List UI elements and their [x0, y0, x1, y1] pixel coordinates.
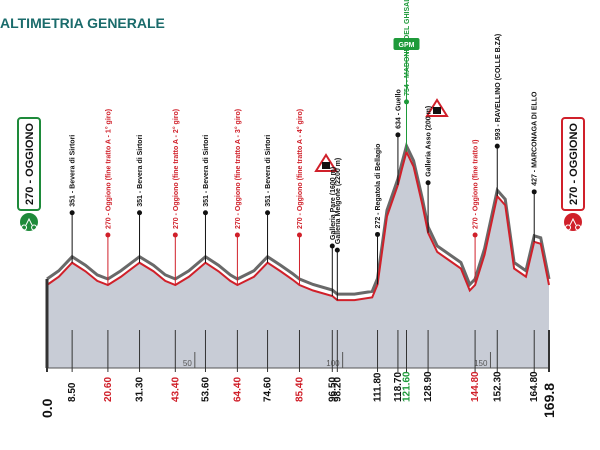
finish-box [561, 117, 585, 211]
km-label: 128.90 [423, 371, 434, 402]
km-label: 118.70 [393, 372, 404, 402]
start-label: 270 - OGGIONO [24, 123, 36, 205]
waypoint-dot [69, 210, 75, 216]
waypoint-label: Galleria Melgone (2200 m) [335, 158, 342, 244]
profile-area [47, 151, 549, 368]
waypoint-dot [531, 189, 537, 195]
waypoint-dot [234, 232, 240, 238]
km-label: 53.60 [200, 377, 211, 402]
finish-label: 270 - OGGIONO [568, 123, 580, 205]
waypoint-label: 270 - Oggiono (fine tratto A - 4° giro) [296, 109, 304, 229]
waypoint-dot [105, 232, 111, 238]
km-label: 43.40 [170, 377, 181, 402]
waypoint-label: 351 - Bevera di Sirtori [265, 135, 272, 207]
km-label: 98.20 [332, 377, 343, 402]
waypoint-dot [395, 132, 401, 138]
km-label: 0.0 [39, 398, 55, 418]
km-label: 144.80 [470, 371, 481, 402]
km-label: 152.30 [492, 371, 503, 402]
waypoint-label: 351 - Bevera di Sirtori [203, 135, 210, 207]
km-label: 121.60 [402, 371, 413, 402]
waypoint-label: 272 - Regatola di Bellagio [375, 144, 382, 229]
waypoint-label: 427 - MARCONAGA DI ELLO [532, 91, 539, 186]
km-label: 31.30 [135, 377, 146, 402]
waypoint-label: Galleria Pare (1600 m) [330, 167, 337, 240]
start-bike [21, 217, 38, 231]
waypoint-label: 634 - Guello [395, 89, 402, 129]
km-label: 85.40 [294, 377, 305, 402]
x-tick-label: 150 [474, 359, 488, 368]
waypoint-label: 270 - Oggiono (fine tratto I) [473, 140, 480, 229]
waypoint-dot [202, 210, 208, 216]
km-label: 164.80 [529, 371, 540, 402]
finish-icon [564, 213, 582, 231]
waypoint-dot [375, 231, 381, 237]
waypoint-label: 351 - Bevera di Sirtori [70, 135, 77, 207]
start-box [17, 117, 41, 211]
waypoint-label: 593 - RAVELLINO (COLLE B.ZA) [495, 34, 502, 140]
waypoint-dot [494, 143, 500, 149]
km-label: 169.8 [541, 383, 557, 418]
waypoint-dot [425, 180, 431, 186]
km-label: 64.40 [232, 377, 243, 402]
waypoint-dot [296, 232, 302, 238]
tunnel-icon [425, 98, 449, 117]
gpm-label: GPM [399, 42, 415, 49]
chart-title: ALTIMETRIA GENERALE [0, 15, 165, 31]
km-label: 20.60 [103, 377, 114, 402]
km-label: 96.50 [327, 377, 338, 402]
waypoint-dot [334, 247, 340, 253]
km-label: 8.50 [67, 382, 78, 402]
waypoint-dot [329, 243, 335, 249]
waypoint-label: 351 - Bevera di Sirtori [137, 135, 144, 207]
km-label: 74.60 [263, 377, 274, 402]
waypoint-dot [172, 232, 178, 238]
waypoint-dot [265, 210, 271, 216]
waypoint-dot [472, 232, 478, 238]
waypoint-dot [137, 210, 143, 216]
waypoint-label: 270 - Oggiono (fine tratto A - 1° giro) [104, 109, 112, 229]
start-icon [20, 213, 38, 231]
km-label: 111.80 [373, 372, 384, 402]
waypoint-label: Galleria Asso (200 m) [426, 106, 433, 177]
gpm-badge [393, 38, 420, 50]
x-tick-label: 100 [326, 359, 340, 368]
waypoint-label: 270 - Oggiono (fine tratto A - 2° giro) [172, 109, 180, 229]
finish-bike [565, 217, 582, 231]
waypoint-label: 270 - Oggiono (fine tratto A - 3° giro) [234, 109, 242, 229]
x-tick-label: 50 [183, 359, 192, 368]
tunnel-icon [314, 153, 338, 172]
